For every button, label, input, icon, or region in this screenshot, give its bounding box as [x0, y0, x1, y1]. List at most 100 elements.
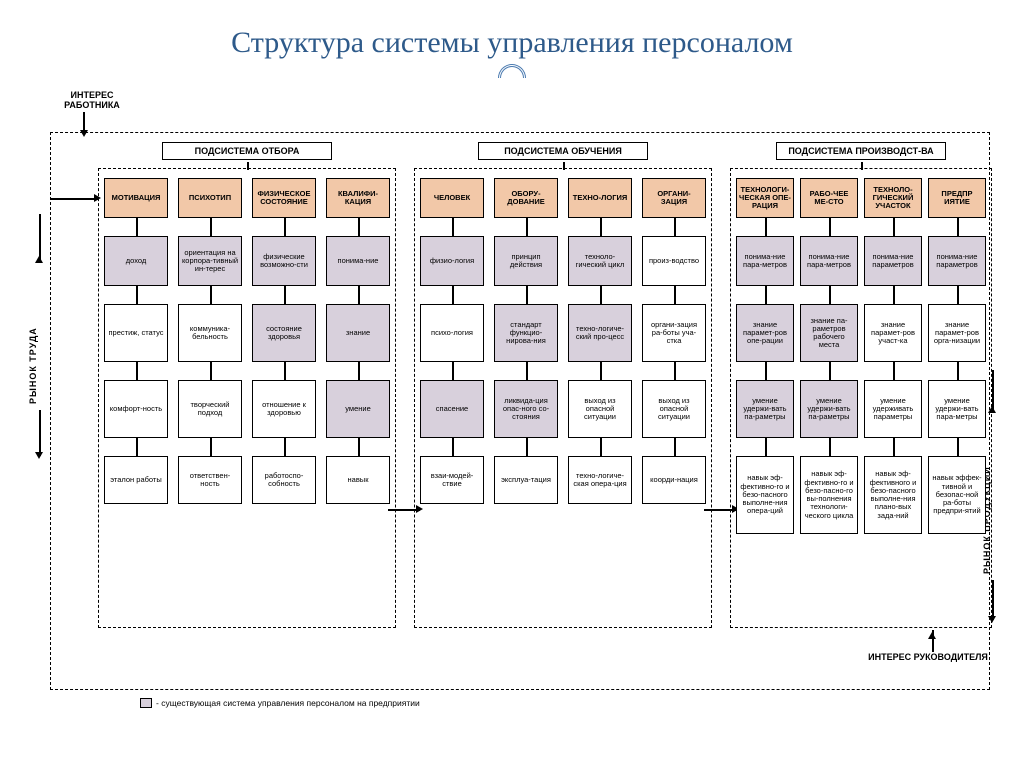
cell-connector — [136, 438, 138, 456]
cell: умение удерживать параметры — [864, 380, 922, 438]
cell-connector — [210, 218, 212, 236]
cell: принцип действия — [494, 236, 558, 286]
cell-connector — [526, 218, 528, 236]
cell: навык эф-фективно-го и безо-пасно-го вы-… — [800, 456, 858, 534]
cell: доход — [104, 236, 168, 286]
column-header: ТЕХНО-ЛОГИЯ — [568, 178, 632, 218]
cell-connector — [452, 286, 454, 304]
cell: понима-ние пара-метров — [800, 236, 858, 286]
arrow-lm-b — [35, 452, 43, 459]
cell: физические возможно-сти — [252, 236, 316, 286]
line-lm2 — [39, 410, 41, 456]
cell: ответствен-ность — [178, 456, 242, 504]
cell-connector — [957, 286, 959, 304]
structure-diagram: ИНТЕРЕС РАБОТНИКА РЫНОК ТРУДА РЫНОК ПРОД… — [20, 84, 1004, 724]
cell-connector — [210, 362, 212, 380]
cell: умение удержи-вать пара-метры — [928, 380, 986, 438]
subsystem-header: ПОДСИСТЕМА ПРОИЗВОДСТ-ВА — [776, 142, 946, 160]
legend: - существующая система управления персон… — [140, 698, 420, 708]
cell: понима-ние параметров — [928, 236, 986, 286]
cell-connector — [893, 218, 895, 236]
cell: знание парамет-ров опе-рации — [736, 304, 794, 362]
cell: взаи-модей-ствие — [420, 456, 484, 504]
cell: знание парамет-ров орга-низации — [928, 304, 986, 362]
cell: комфорт-ность — [104, 380, 168, 438]
cell: умение удержи-вать па-раметры — [800, 380, 858, 438]
cell: эксплуа-тация — [494, 456, 558, 504]
cell-connector — [452, 362, 454, 380]
cell-connector — [765, 218, 767, 236]
cell-connector — [600, 286, 602, 304]
cell: знание — [326, 304, 390, 362]
cell: выход из опасной ситуации — [642, 380, 706, 438]
cell-connector — [210, 286, 212, 304]
cell: стандарт функцио-нирова-ния — [494, 304, 558, 362]
cell: техноло-гический цикл — [568, 236, 632, 286]
legend-swatch — [140, 698, 152, 708]
cell-connector — [893, 438, 895, 456]
cell: спасение — [420, 380, 484, 438]
cell-connector — [526, 438, 528, 456]
subsystem-header: ПОДСИСТЕМА ОБУЧЕНИЯ — [478, 142, 648, 160]
label-interest-worker: ИНТЕРЕС РАБОТНИКА — [42, 90, 142, 110]
link-in-s1 — [50, 198, 98, 200]
cell-connector — [210, 438, 212, 456]
cell: навык эффек-тивной и безопас-ной ра-боты… — [928, 456, 986, 534]
cell-connector — [674, 218, 676, 236]
cell-connector — [358, 438, 360, 456]
cell: техно-логиче-ская опера-ция — [568, 456, 632, 504]
cell: понима-ние пара-метров — [736, 236, 794, 286]
cell-connector — [284, 218, 286, 236]
cell-connector — [526, 362, 528, 380]
column-header: МОТИВАЦИЯ — [104, 178, 168, 218]
cell: ликвида-ция опас-ного со-стояния — [494, 380, 558, 438]
cell: навык эф-фективного и безо-пасного выпол… — [864, 456, 922, 534]
cell-connector — [452, 438, 454, 456]
cell-connector — [674, 438, 676, 456]
cell: эталон работы — [104, 456, 168, 504]
cell: понима-ние параметров — [864, 236, 922, 286]
cell: навык — [326, 456, 390, 504]
cell: произ-водство — [642, 236, 706, 286]
subsystem-header: ПОДСИСТЕМА ОТБОРА — [162, 142, 332, 160]
cell-connector — [136, 362, 138, 380]
cell-connector — [674, 286, 676, 304]
cell: состояние здоровья — [252, 304, 316, 362]
cell: умение — [326, 380, 390, 438]
cell-connector — [893, 286, 895, 304]
legend-text: - существующая система управления персон… — [156, 698, 420, 708]
cell: умение удержи-вать па-раметры — [736, 380, 794, 438]
page-title: Структура системы управления персоналом — [12, 26, 1012, 60]
cell-connector — [829, 362, 831, 380]
cell: коммуника-бельность — [178, 304, 242, 362]
cell: органи-зация ра-боты уча-стка — [642, 304, 706, 362]
cell: выход из опасной ситуации — [568, 380, 632, 438]
column-header: ФИЗИЧЕСКОЕ СОСТОЯНИЕ — [252, 178, 316, 218]
cell-connector — [136, 286, 138, 304]
title-decoration — [498, 64, 526, 78]
column-header: ОРГАНИ-ЗАЦИЯ — [642, 178, 706, 218]
cell-connector — [136, 218, 138, 236]
cell: техно-логиче-ский про-цесс — [568, 304, 632, 362]
cell-connector — [358, 218, 360, 236]
header-connector — [247, 162, 249, 170]
column-header: ПСИХОТИП — [178, 178, 242, 218]
cell-connector — [358, 286, 360, 304]
cell: коорди-нация — [642, 456, 706, 504]
cell: навык эф-фективно-го и безо-пасного выпо… — [736, 456, 794, 534]
cell-connector — [765, 438, 767, 456]
arrow-lm-t — [35, 256, 43, 263]
cell-connector — [284, 438, 286, 456]
line-pm — [992, 370, 994, 410]
column-header: ТЕХНОЛОГИ-ЧЕСКАЯ ОПЕ-РАЦИЯ — [736, 178, 794, 218]
cell: психо-логия — [420, 304, 484, 362]
column-header: ТЕХНОЛО-ГИЧЕСКИЙ УЧАСТОК — [864, 178, 922, 218]
column-header: РАБО-ЧЕЕ МЕ-СТО — [800, 178, 858, 218]
label-interest-manager: ИНТЕРЕС РУКОВОДИТЕЛЯ — [868, 652, 988, 662]
line-iw — [83, 112, 85, 132]
cell: творческий подход — [178, 380, 242, 438]
cell: ориентация на корпора-тивный ин-терес — [178, 236, 242, 286]
cell-connector — [893, 362, 895, 380]
column-header: КВАЛИФИ-КАЦИЯ — [326, 178, 390, 218]
cell-connector — [957, 362, 959, 380]
